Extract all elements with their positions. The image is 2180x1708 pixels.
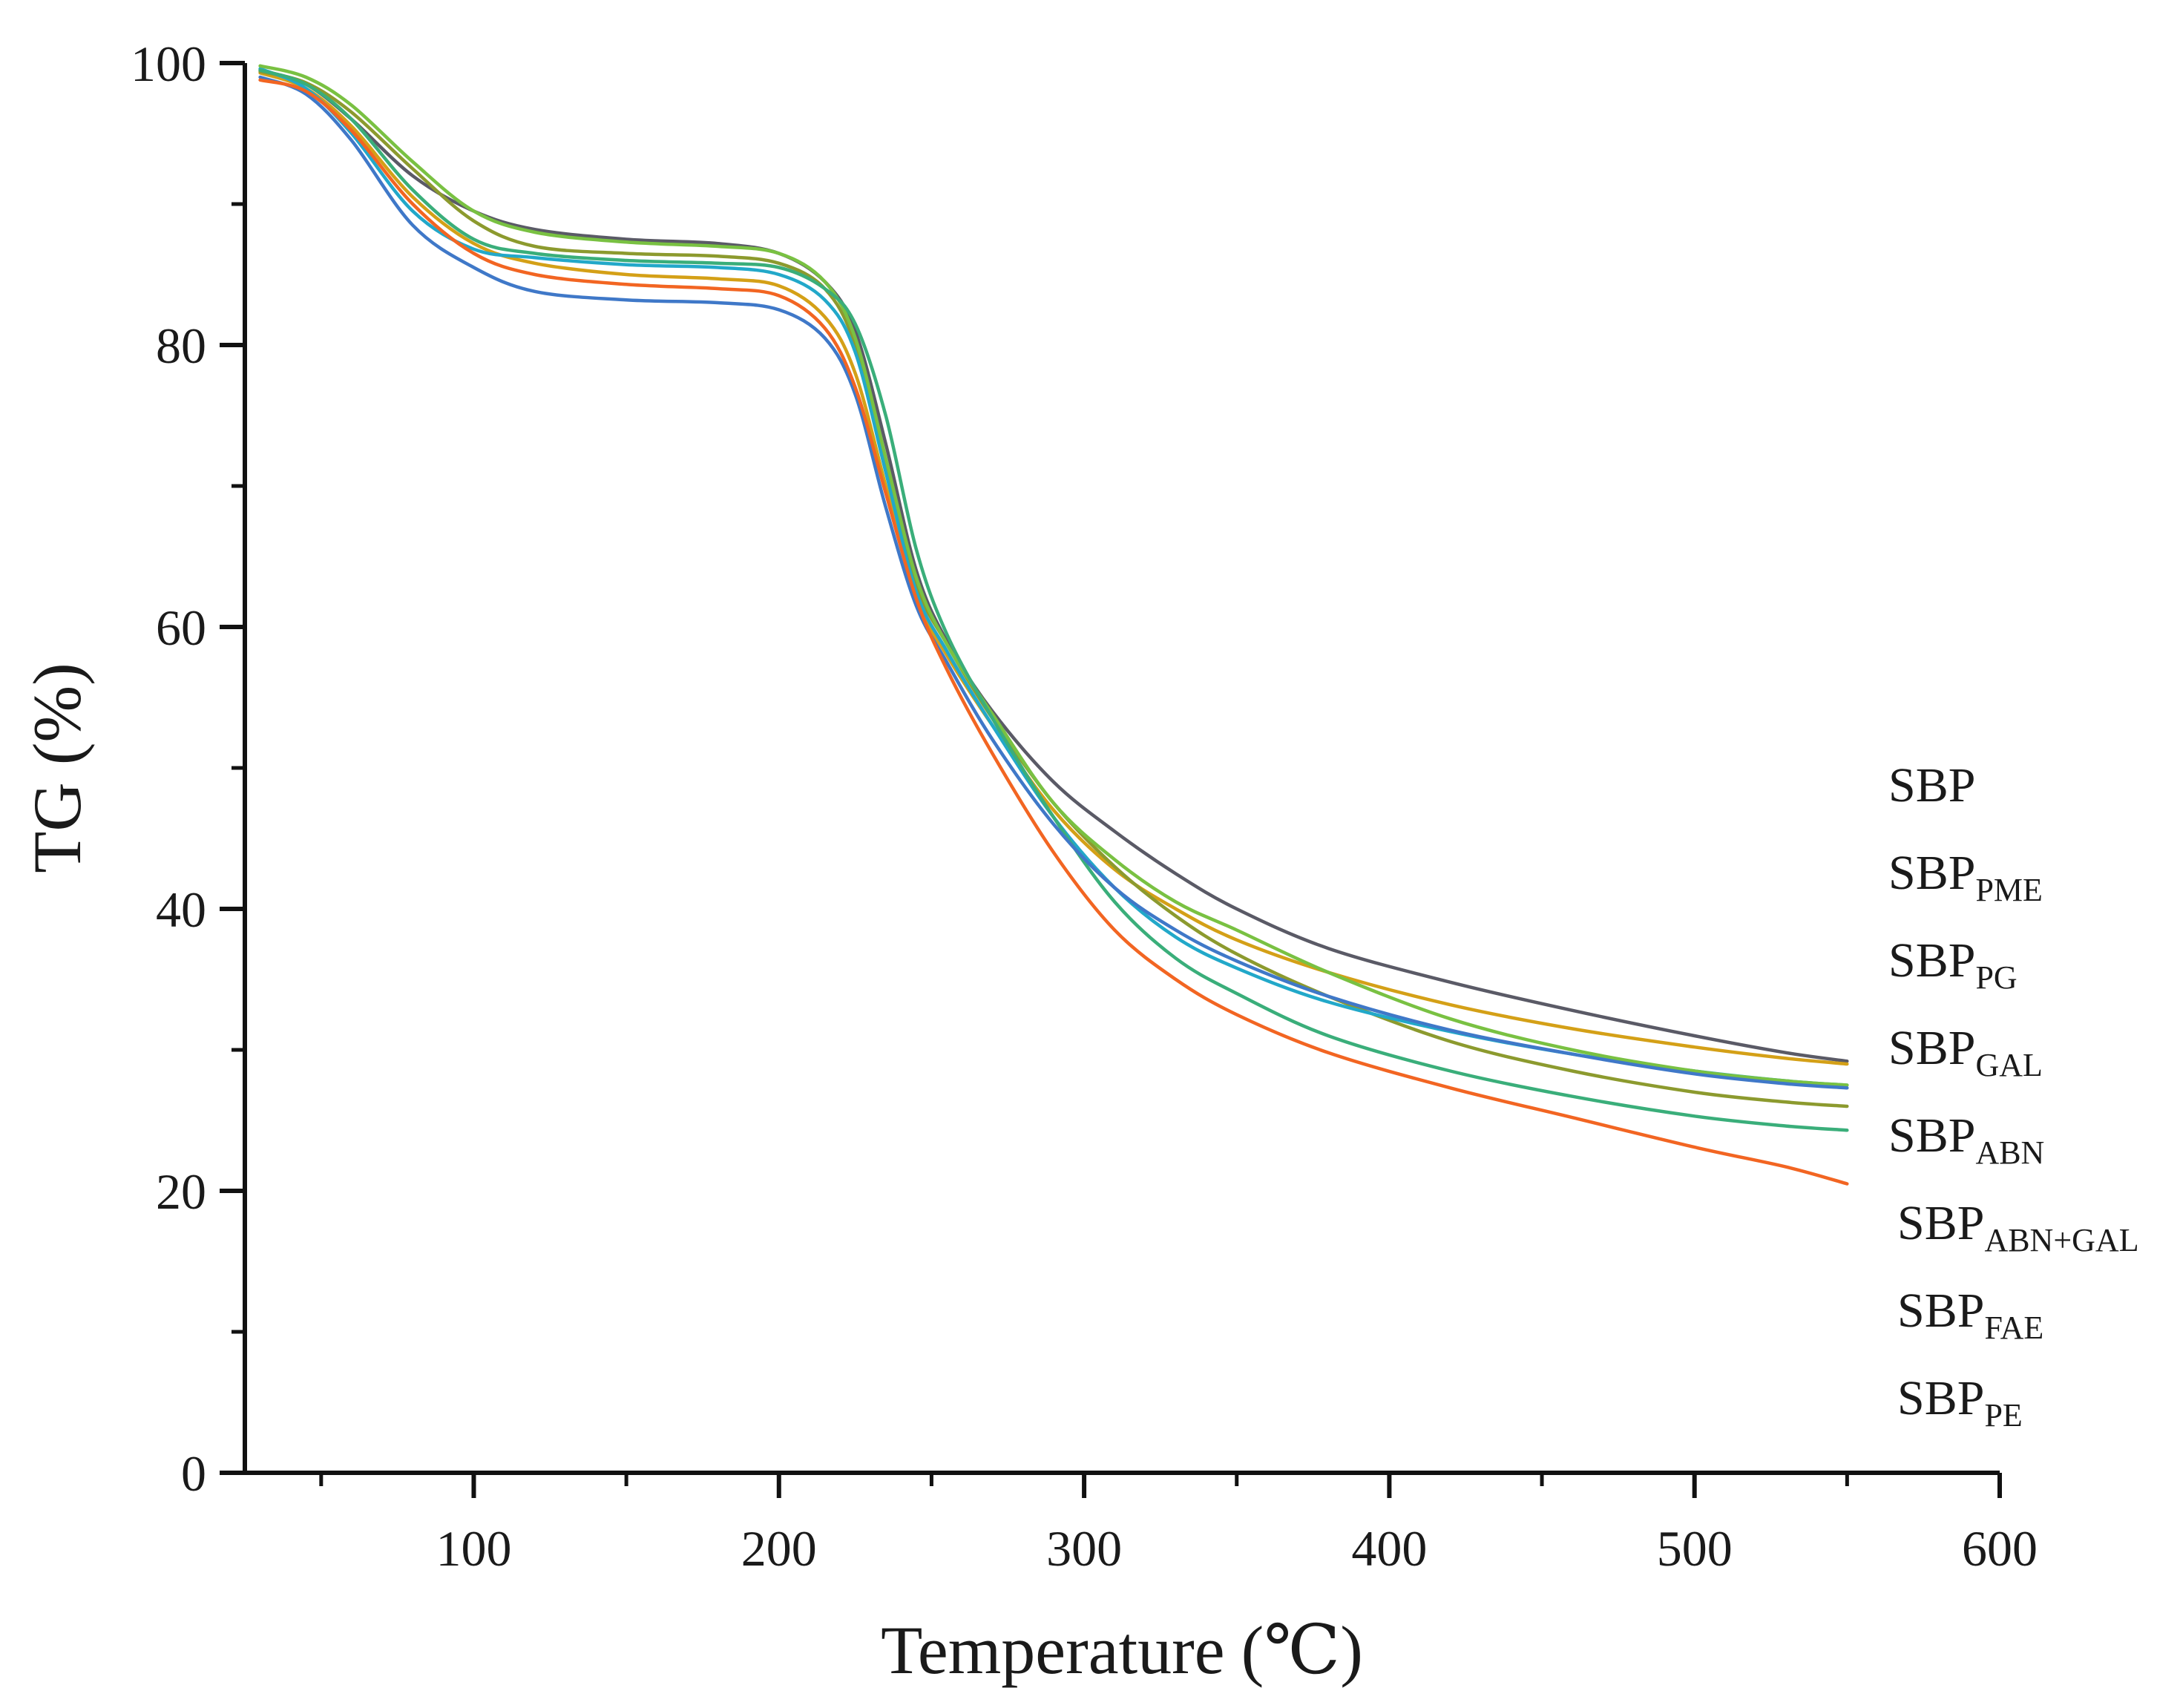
- x-axis-unit: (℃): [1241, 1612, 1363, 1688]
- x-tick-label: 100: [436, 1520, 511, 1577]
- y-axis-title: TG (%): [19, 663, 95, 873]
- legend-entry-sbp-fae: SBPFAE: [1897, 1284, 2043, 1346]
- x-tick-label: 300: [1046, 1520, 1122, 1577]
- axes: [243, 63, 2000, 1475]
- legend-label: SBP: [1888, 846, 1975, 900]
- legend-label: SBP: [1888, 1108, 1975, 1163]
- series-line-sbp-abn-gal: [258, 68, 1849, 1132]
- legend-label: SBP: [1897, 1196, 1984, 1250]
- x-axis-title: Temperature (℃): [881, 1612, 1363, 1688]
- series-layer: [258, 64, 1849, 1186]
- legend-entry-sbp-gal: SBPGAL: [1888, 1021, 2043, 1083]
- legend-entry-sbp-pe: SBPPE: [1897, 1371, 2023, 1433]
- legend-entry-sbp-pme: SBPPME: [1888, 846, 2043, 908]
- x-ticks: 100 200 300 400 500 600: [319, 1473, 2038, 1577]
- series-line-sbp-pe: [258, 78, 1849, 1186]
- x-tick-label: 400: [1351, 1520, 1427, 1577]
- legend-entry-sbp-pg: SBPPG: [1888, 933, 2018, 996]
- x-tick-label: 500: [1657, 1520, 1733, 1577]
- legend-subscript: FAE: [1984, 1310, 2043, 1346]
- series-line-sbp: [258, 68, 1849, 1063]
- series-line-sbp-fae: [258, 75, 1849, 1090]
- y-tick-label: 40: [156, 881, 206, 938]
- x-axis-label: Temperature: [881, 1612, 1225, 1688]
- x-tick-label: 600: [1962, 1520, 2038, 1577]
- legend-label: SBP: [1888, 1021, 1975, 1075]
- y-tick-label: 0: [181, 1445, 206, 1502]
- legend-entry-sbp-abn: SBPABN: [1888, 1108, 2044, 1171]
- legend-entry-sbp-abn-gal: SBPABN+GAL: [1897, 1196, 2139, 1258]
- x-tick-label: 200: [741, 1520, 817, 1577]
- legend: SBPSBPPMESBPPGSBPGALSBPABNSBPABN+GALSBPF…: [1888, 758, 2139, 1433]
- legend-subscript: GAL: [1975, 1047, 2042, 1083]
- y-tick-label: 100: [131, 36, 206, 92]
- series-line-sbp-pg: [258, 70, 1849, 1108]
- legend-label: SBP: [1897, 1371, 1984, 1425]
- y-tick-label: 60: [156, 600, 206, 656]
- legend-label: SBP: [1888, 933, 1975, 988]
- legend-subscript: PG: [1975, 959, 2017, 996]
- legend-subscript: PME: [1975, 872, 2042, 908]
- legend-subscript: ABN: [1975, 1134, 2044, 1171]
- legend-label: SBP: [1888, 758, 1975, 812]
- y-tick-label: 20: [156, 1163, 206, 1220]
- legend-subscript: ABN+GAL: [1984, 1222, 2138, 1258]
- legend-subscript: PE: [1984, 1397, 2022, 1433]
- legend-label: SBP: [1897, 1284, 1984, 1338]
- y-ticks: 0 20 40 60 80 100: [131, 36, 245, 1502]
- y-tick-label: 80: [156, 318, 206, 374]
- series-line-sbp-abn: [258, 64, 1849, 1087]
- legend-entry-sbp: SBP: [1888, 758, 1975, 812]
